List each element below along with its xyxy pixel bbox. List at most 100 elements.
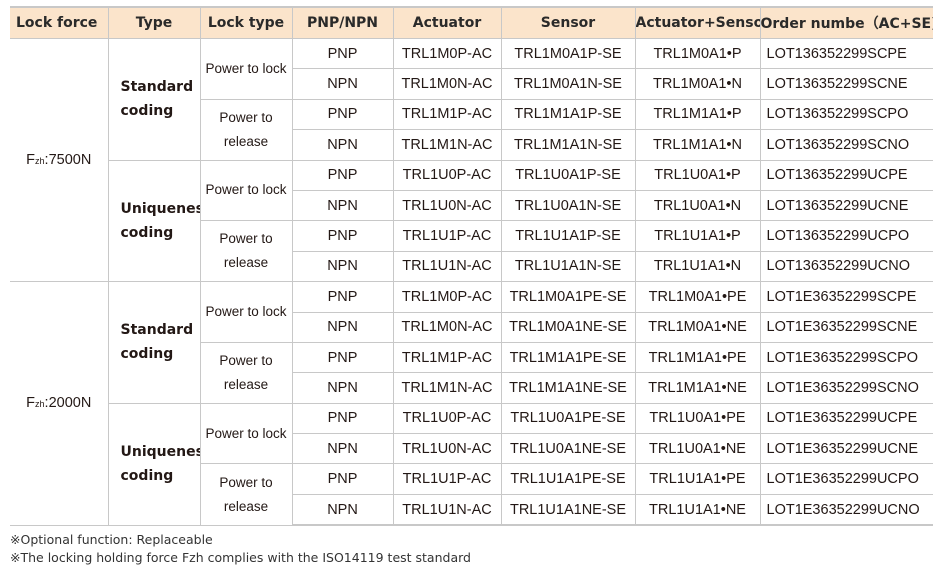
header-actuator-sensor: Actuator+Sensor: [634, 6, 761, 39]
sensor-cell: TRL1U0A1NE-SE: [500, 433, 636, 465]
actuator-cell: TRL1U1P-AC: [392, 220, 502, 252]
order-number-cell: LOT1E36352299UCNO: [759, 493, 933, 527]
pnp-npn-cell: NPN: [292, 433, 394, 465]
actuator-sensor-cell: TRL1M1A1•PE: [634, 341, 761, 374]
order-number-cell: LOT136352299SCNO: [759, 129, 933, 161]
lock-type-cell: Power to lock: [199, 281, 293, 343]
table-row: Fzh:2000N Standard coding Power to lock PNP…: [10, 281, 933, 526]
order-number-cell: LOT136352299UCNO: [759, 250, 933, 283]
actuator-sensor-cell: TRL1U0A1•P: [634, 159, 761, 191]
actuator-cell: TRL1U0P-AC: [392, 402, 502, 435]
table-row: NPN TRL1U1N-AC TRL1U1A1N-SE TRL1U1A1•N LOT13…: [10, 250, 933, 283]
table-row: Power to release PNP TRL1M1P-AC TRL1M1A1PE-…: [10, 341, 933, 404]
force-value: :2000N: [44, 395, 92, 412]
order-number-cell: LOT1E36352299UCPO: [759, 463, 933, 495]
sensor-cell: TRL1M1A1N-SE: [500, 129, 636, 161]
footnotes: ※Optional function: Replaceable ※The loc…: [10, 531, 471, 567]
header-row: Lock force Type Lock type PNP/NPN Actuat…: [10, 6, 933, 39]
order-number-cell: LOT1E36352299SCNO: [759, 372, 933, 404]
header-type: Type: [107, 6, 201, 39]
actuator-cell: TRL1M0N-AC: [392, 68, 502, 100]
sensor-cell: TRL1M1A1PE-SE: [500, 341, 636, 374]
table-row: NPN TRL1M1N-AC TRL1M1A1NE-SE TRL1M1A1•NE LOT…: [10, 372, 933, 404]
pnp-npn-cell: NPN: [292, 311, 394, 343]
pnp-npn-cell: PNP: [291, 220, 394, 252]
lock-type-cell: Power to release: [200, 220, 293, 283]
force-prefix: F: [26, 395, 36, 412]
table-row: NPN TRL1U0N-AC TRL1U0A1N-SE TRL1U0A1•N LOT13…: [10, 189, 933, 222]
order-number-cell: LOT1E36352299UCPE: [759, 402, 933, 435]
order-number-cell: LOT136352299UCNE: [759, 189, 933, 222]
product-order-table: Lock force Type Lock type PNP/NPN Actuat…: [10, 6, 933, 527]
actuator-cell: TRL1M1N-AC: [392, 129, 502, 161]
force-subscript: zh: [35, 156, 45, 167]
pnp-npn-cell: NPN: [292, 68, 394, 100]
actuator-sensor-cell: TRL1M0A1•N: [634, 68, 761, 100]
order-number-cell: LOT1E36352299SCNE: [759, 311, 933, 343]
type-cell: Standard coding: [107, 281, 201, 404]
actuator-cell: TRL1M1P-AC: [392, 341, 502, 374]
type-cell: Standard coding: [107, 38, 201, 161]
order-number-cell: LOT136352299SCPE: [759, 37, 933, 70]
pnp-npn-cell: PNP: [291, 37, 394, 70]
actuator-sensor-cell: TRL1U1A1•PE: [634, 463, 761, 495]
force-subscript: zh: [35, 399, 45, 410]
table-body: Fzh:7500N Standard coding Power to lock PNP…: [10, 37, 933, 527]
order-number-cell: LOT136352299SCPO: [759, 98, 933, 131]
table-row: Power to release PNP TRL1U1P-AC TRL1U1A1P-S…: [10, 220, 933, 283]
sensor-cell: TRL1U0A1N-SE: [500, 189, 636, 222]
actuator-sensor-cell: TRL1U0A1•PE: [634, 402, 761, 435]
lock-type-cell: Power to lock: [199, 38, 293, 100]
actuator-cell: TRL1U0N-AC: [392, 433, 502, 465]
actuator-cell: TRL1M0N-AC: [392, 311, 502, 343]
sensor-cell: TRL1M0A1PE-SE: [500, 281, 636, 313]
actuator-cell: TRL1U0P-AC: [392, 159, 502, 191]
lock-force-cell: Fzh:7500N: [10, 37, 109, 283]
header-pnp-npn: PNP/NPN: [291, 6, 394, 39]
sensor-cell: TRL1U0A1P-SE: [500, 159, 636, 191]
actuator-cell: TRL1M0P-AC: [392, 37, 502, 70]
lock-type-cell: Power to release: [200, 463, 293, 526]
sensor-cell: TRL1U1A1N-SE: [500, 250, 636, 283]
table-row: Fzh:7500N Standard coding Power to lock PNP…: [10, 37, 933, 283]
pnp-npn-cell: PNP: [291, 463, 394, 495]
actuator-sensor-cell: TRL1M0A1•P: [634, 37, 761, 70]
pnp-npn-cell: NPN: [292, 493, 394, 527]
table-row: NPN TRL1M0N-AC TRL1M0A1NE-SE TRL1M0A1•NE LOT…: [10, 311, 933, 343]
actuator-sensor-cell: TRL1U1A1•N: [634, 250, 761, 283]
lock-force-cell: Fzh:2000N: [10, 281, 109, 526]
type-cell: Uniqueness coding: [108, 402, 201, 526]
table-row: NPN TRL1U0N-AC TRL1U0A1NE-SE TRL1U0A1•NE LOT…: [10, 433, 933, 465]
actuator-sensor-cell: TRL1U1A1•P: [634, 220, 761, 252]
footnote-iso-standard: ※The locking holding force Fzh complies …: [10, 550, 471, 565]
actuator-sensor-cell: TRL1U0A1•N: [634, 189, 761, 222]
actuator-sensor-cell: TRL1M1A1•N: [634, 129, 761, 161]
sensor-cell: TRL1U0A1PE-SE: [500, 402, 636, 435]
lock-type-cell: Power to lock: [199, 159, 293, 222]
header-actuator: Actuator: [392, 6, 502, 39]
actuator-sensor-cell: TRL1M1A1•NE: [634, 372, 761, 404]
lock-type-cell: Power to lock: [199, 402, 293, 465]
actuator-cell: TRL1U1N-AC: [392, 493, 502, 527]
actuator-cell: TRL1M1N-AC: [392, 372, 502, 404]
sensor-cell: TRL1U1A1NE-SE: [500, 493, 636, 527]
lock-type-cell: Power to release: [200, 98, 293, 161]
sensor-cell: TRL1M1A1P-SE: [500, 98, 636, 131]
actuator-sensor-cell: TRL1M0A1•PE: [634, 281, 761, 313]
lock-type-cell: Power to release: [200, 341, 293, 404]
pnp-npn-cell: PNP: [291, 98, 394, 131]
pnp-npn-cell: NPN: [292, 250, 394, 283]
order-number-cell: LOT1E36352299SCPE: [759, 281, 933, 313]
header-order-number: Order numbe（AC+SE): [759, 6, 933, 39]
pnp-npn-cell: PNP: [291, 159, 394, 191]
order-number-cell: LOT136352299SCNE: [759, 68, 933, 100]
sensor-cell: TRL1M0A1NE-SE: [500, 311, 636, 343]
actuator-cell: TRL1M0P-AC: [392, 281, 502, 313]
pnp-npn-cell: NPN: [292, 372, 394, 404]
sensor-cell: TRL1U1A1P-SE: [500, 220, 636, 252]
pnp-npn-cell: NPN: [292, 189, 394, 222]
actuator-sensor-cell: TRL1M0A1•NE: [634, 311, 761, 343]
actuator-cell: TRL1U1P-AC: [392, 463, 502, 495]
force-value: :7500N: [44, 152, 92, 169]
